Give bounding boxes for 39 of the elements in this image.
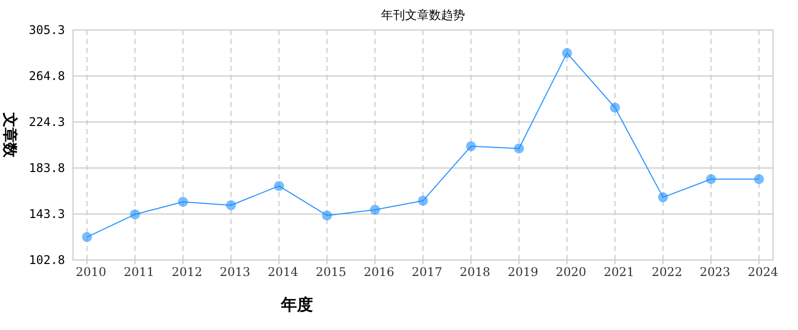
y-tick-label: 305.3 [28, 23, 65, 37]
x-tick-label: 2024 [748, 265, 779, 279]
point [658, 192, 668, 202]
point [370, 204, 380, 215]
x-axis-title: 年度 [280, 295, 313, 314]
y-tick-label: 102.8 [28, 253, 65, 267]
y-tick-label: 264.8 [28, 69, 65, 83]
point [562, 48, 572, 58]
point [514, 143, 524, 154]
y-axis-title: 文章数 [1, 112, 19, 158]
point [274, 180, 284, 191]
x-tick-label: 2014 [268, 265, 299, 279]
x-tick-label: 2023 [700, 265, 730, 279]
point [754, 174, 764, 184]
point [466, 141, 476, 152]
x-tick-label: 2018 [460, 265, 490, 279]
point [178, 196, 188, 207]
x-tick-label: 2019 [508, 265, 538, 279]
y-tick-label: 224.3 [28, 115, 65, 129]
point [322, 210, 332, 220]
x-tick-label: 2010 [76, 265, 106, 279]
x-tick-label: 2013 [220, 265, 250, 279]
x-tick-label: 2022 [652, 265, 682, 279]
x-tick-label: 2016 [364, 265, 394, 279]
point [706, 174, 716, 184]
x-tick-label: 2012 [172, 265, 202, 279]
x-tick-label: 2020 [556, 265, 586, 279]
y-tick-label: 143.3 [28, 207, 65, 221]
point [130, 209, 140, 220]
x-tick-label: 2015 [316, 265, 346, 279]
point [418, 196, 428, 206]
x-tick-label: 2011 [124, 265, 154, 279]
point [610, 102, 620, 113]
point [82, 232, 92, 242]
point [226, 200, 236, 210]
x-tick-label: 2017 [412, 265, 442, 279]
x-tick-label: 2021 [604, 265, 634, 279]
y-tick-label: 183.8 [28, 161, 65, 175]
chart-title: 年刊文章数趋势 [381, 8, 465, 22]
